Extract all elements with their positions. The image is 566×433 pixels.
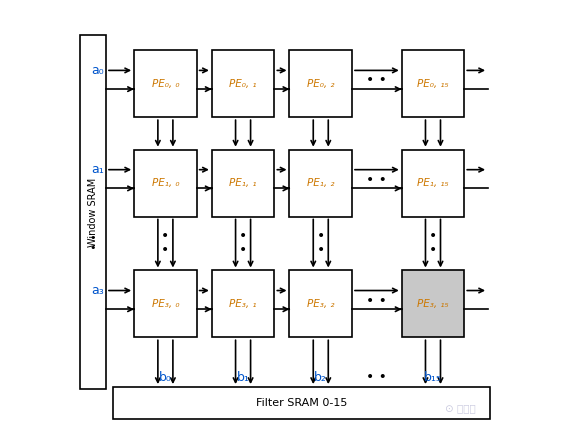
Text: •
•: • • [316,229,325,258]
Text: • •: • • [366,369,387,384]
Bar [402,149,464,216]
Text: • •: • • [366,74,387,87]
Bar [289,271,352,337]
Text: PE₃, ₁₅: PE₃, ₁₅ [417,299,449,309]
Text: PE₃, ₂: PE₃, ₂ [307,299,335,309]
Text: •
•: • • [239,229,247,258]
Text: a₀: a₀ [91,64,104,77]
Text: b₂: b₂ [314,371,327,384]
Text: ⊙ 日月辰: ⊙ 日月辰 [444,404,475,414]
Text: •
•: • • [429,229,437,258]
Text: PE₁, ₀: PE₁, ₀ [152,178,179,188]
Text: •
•: • • [90,233,96,253]
Text: PE₀, ₁: PE₀, ₁ [229,79,257,89]
Text: PE₃, ₀: PE₃, ₀ [152,299,179,309]
Text: a₃: a₃ [91,284,104,297]
Text: PE₁, ₁₅: PE₁, ₁₅ [417,178,449,188]
Text: PE₀, ₂: PE₀, ₂ [307,79,335,89]
Text: b₁: b₁ [237,371,250,384]
Text: • •: • • [366,294,387,307]
Bar [212,50,275,117]
Text: PE₁, ₁: PE₁, ₁ [229,178,257,188]
Bar [212,149,275,216]
Text: •
•: • • [161,229,169,258]
Bar [80,35,106,389]
Text: PE₀, ₁₅: PE₀, ₁₅ [417,79,449,89]
Bar [289,50,352,117]
Text: a₁: a₁ [91,163,104,176]
Text: b₀: b₀ [159,371,171,384]
Text: PE₃, ₁: PE₃, ₁ [229,299,257,309]
Bar [134,271,196,337]
Bar [212,271,275,337]
Bar [402,50,464,117]
Text: Filter SRAM 0-15: Filter SRAM 0-15 [256,398,347,408]
Bar [289,149,352,216]
Bar [113,387,490,419]
Text: • •: • • [366,173,387,187]
Text: PE₀, ₀: PE₀, ₀ [152,79,179,89]
Bar [402,271,464,337]
Bar [134,149,196,216]
Bar [134,50,196,117]
Text: b₁₅: b₁₅ [424,371,442,384]
Text: PE₁, ₂: PE₁, ₂ [307,178,335,188]
Text: Window SRAM: Window SRAM [88,178,98,247]
